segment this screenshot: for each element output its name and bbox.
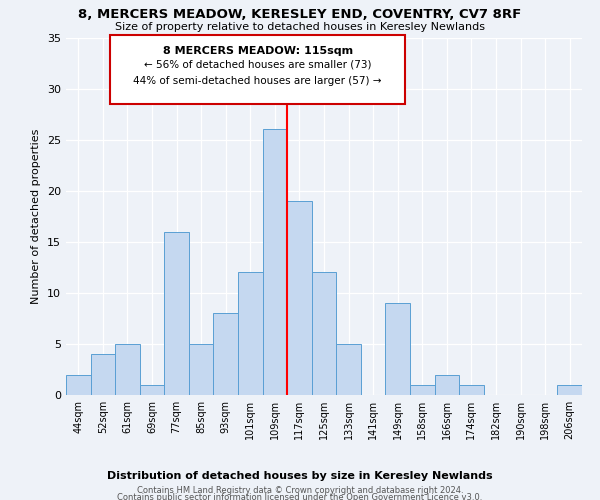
Text: 44% of semi-detached houses are larger (57) →: 44% of semi-detached houses are larger (…: [133, 76, 382, 86]
Bar: [189, 344, 214, 395]
Text: Contains public sector information licensed under the Open Government Licence v3: Contains public sector information licen…: [118, 494, 482, 500]
Text: Distribution of detached houses by size in Keresley Newlands: Distribution of detached houses by size …: [107, 471, 493, 481]
Bar: [557, 385, 582, 395]
Bar: [385, 303, 410, 395]
Bar: [91, 354, 115, 395]
Text: ← 56% of detached houses are smaller (73): ← 56% of detached houses are smaller (73…: [144, 60, 371, 70]
Bar: [238, 272, 263, 395]
Y-axis label: Number of detached properties: Number of detached properties: [31, 128, 41, 304]
Bar: [110, 36, 405, 104]
Bar: [140, 385, 164, 395]
Bar: [66, 374, 91, 395]
Bar: [115, 344, 140, 395]
Text: Size of property relative to detached houses in Keresley Newlands: Size of property relative to detached ho…: [115, 22, 485, 32]
Text: Contains HM Land Registry data © Crown copyright and database right 2024.: Contains HM Land Registry data © Crown c…: [137, 486, 463, 495]
Bar: [164, 232, 189, 395]
Text: 8 MERCERS MEADOW: 115sqm: 8 MERCERS MEADOW: 115sqm: [163, 46, 353, 56]
Bar: [459, 385, 484, 395]
Bar: [410, 385, 434, 395]
Bar: [263, 130, 287, 395]
Bar: [336, 344, 361, 395]
Bar: [434, 374, 459, 395]
Bar: [214, 314, 238, 395]
Bar: [287, 201, 312, 395]
Text: 8, MERCERS MEADOW, KERESLEY END, COVENTRY, CV7 8RF: 8, MERCERS MEADOW, KERESLEY END, COVENTR…: [79, 8, 521, 20]
Bar: [312, 272, 336, 395]
